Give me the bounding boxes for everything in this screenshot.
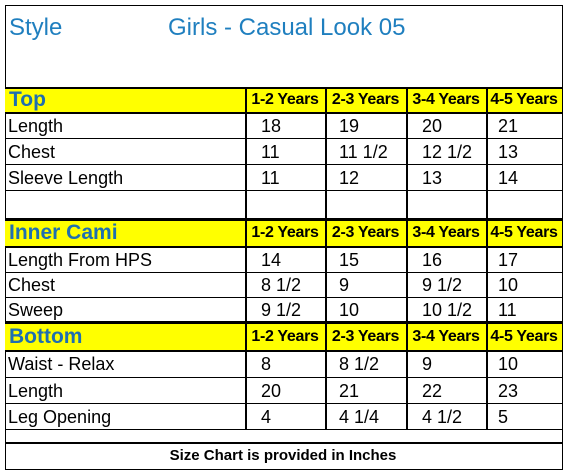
grid-line (5, 138, 562, 139)
grid-line (406, 87, 408, 430)
grid-line (5, 442, 562, 444)
size-value: 15 (339, 249, 360, 270)
section-header-row (5, 219, 562, 247)
grid-line (5, 272, 562, 273)
column-header: 3-4 Years (412, 327, 480, 345)
size-value: 10 (339, 299, 360, 320)
grid-line (5, 377, 562, 378)
grid-line (5, 322, 562, 324)
row-label: Leg Opening (8, 406, 112, 427)
grid-line (5, 164, 562, 165)
grid-line (5, 403, 562, 404)
size-value: 10 (498, 275, 519, 295)
grid-line (325, 87, 327, 430)
row-label: Chest (8, 275, 56, 295)
grid-line (5, 350, 562, 352)
grid-line (5, 112, 562, 114)
section-title: Top (9, 88, 46, 111)
size-value: 8 (261, 354, 272, 374)
row-label: Length (8, 115, 64, 136)
size-value: 11 (261, 167, 280, 188)
size-value: 19 (339, 115, 360, 136)
size-value: 11 (261, 141, 280, 162)
grid-line (5, 246, 562, 248)
footer-note: Size Chart is provided in Inches (169, 446, 397, 464)
column-header: 3-4 Years (412, 91, 480, 108)
row-label: Chest (8, 141, 56, 162)
size-value: 17 (498, 249, 519, 270)
size-value: 21 (339, 380, 360, 401)
grid-line (5, 219, 562, 221)
column-header: 1-2 Years (251, 224, 319, 241)
size-value: 12 1/2 (422, 141, 473, 162)
size-value: 13 (422, 167, 443, 188)
section-header-row (5, 322, 562, 351)
grid-line (245, 87, 247, 430)
row-label: Length (8, 380, 64, 401)
size-value: 12 (339, 167, 360, 188)
row-label: Sweep (8, 299, 64, 320)
grid-line (5, 297, 562, 298)
size-value: 14 (261, 249, 282, 270)
grid-line (486, 87, 488, 430)
column-header: 2-3 Years (331, 224, 400, 241)
column-header: 4-5 Years (490, 91, 558, 108)
size-value: 18 (261, 115, 282, 136)
size-value: 14 (498, 167, 519, 188)
section-title: Bottom (9, 324, 83, 348)
row-label: Sleeve Length (8, 167, 124, 188)
size-value: 21 (498, 115, 519, 136)
size-value: 4 1/4 (339, 406, 380, 427)
section-header-row (5, 87, 562, 113)
column-header: 3-4 Years (412, 224, 480, 241)
size-value: 10 (498, 354, 519, 374)
column-header: 4-5 Years (490, 327, 558, 345)
size-value: 13 (498, 141, 519, 162)
size-value: 11 1/2 (339, 141, 388, 162)
size-value: 20 (422, 115, 443, 136)
size-value: 9 (422, 354, 433, 374)
size-value: 20 (261, 380, 282, 401)
size-value: 11 (498, 299, 517, 320)
grid-line (5, 429, 562, 430)
size-value: 23 (498, 380, 519, 401)
size-value: 8 1/2 (261, 275, 302, 295)
section-title: Inner Cami (9, 221, 118, 244)
column-header: 2-3 Years (331, 327, 400, 345)
row-label: Length From HPS (8, 249, 153, 270)
column-header: 1-2 Years (251, 91, 319, 108)
size-value: 4 1/2 (422, 406, 463, 427)
style-label: Style (9, 14, 63, 41)
column-header: 2-3 Years (331, 91, 400, 108)
size-value: 9 (339, 275, 350, 295)
size-value: 8 1/2 (339, 354, 380, 374)
size-value: 5 (498, 406, 509, 427)
size-value: 10 1/2 (422, 299, 473, 320)
size-value: 4 (261, 406, 272, 427)
size-value: 16 (422, 249, 443, 270)
grid-line (5, 190, 562, 191)
size-value: 9 1/2 (422, 275, 463, 295)
grid-line (5, 87, 562, 89)
column-header: 1-2 Years (251, 327, 319, 345)
column-header: 4-5 Years (490, 224, 558, 241)
grid-line (5, 321, 562, 322)
size-value: 9 1/2 (261, 299, 302, 320)
size-value: 22 (422, 380, 443, 401)
page-title: Girls - Casual Look 05 (168, 14, 406, 41)
size-chart-sheet: Style Girls - Casual Look 05 Top 1-2 Year… (5, 5, 563, 470)
grid-line (5, 218, 562, 219)
row-label: Waist - Relax (8, 354, 115, 374)
